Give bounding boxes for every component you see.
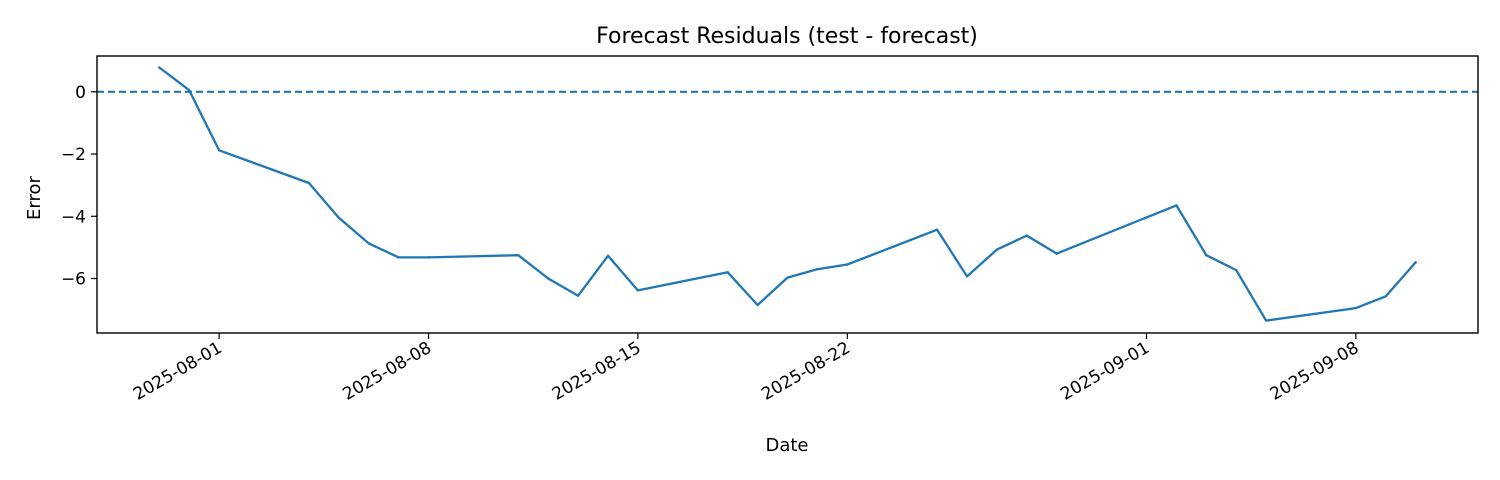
y-axis-label: Error xyxy=(24,175,45,219)
residual-point xyxy=(188,89,191,92)
chart-title: Forecast Residuals (test - forecast) xyxy=(596,24,978,49)
residual-point xyxy=(786,276,789,279)
y-tick-label: −2 xyxy=(61,145,86,165)
residual-point xyxy=(995,248,999,251)
residual-point xyxy=(1025,234,1029,237)
residual-point xyxy=(427,256,430,259)
residual-point xyxy=(217,149,221,152)
residual-point xyxy=(546,277,550,280)
residual-point xyxy=(1205,253,1208,257)
residual-series-line xyxy=(158,66,1417,322)
plot-area xyxy=(97,66,1478,322)
residual-point xyxy=(307,181,311,185)
residual-point xyxy=(756,303,759,307)
x-axis-label: Date xyxy=(765,435,808,456)
y-axis-ticks: 0 −2 −4 −6 xyxy=(61,83,97,290)
residual-point xyxy=(636,289,640,292)
residual-point xyxy=(606,254,610,258)
residual-point xyxy=(158,66,161,69)
residual-point xyxy=(576,294,580,297)
y-tick-label: −4 xyxy=(61,207,86,227)
residual-point xyxy=(1264,319,1268,322)
y-tick-label: 0 xyxy=(75,83,86,103)
residual-point xyxy=(1235,268,1238,272)
residual-point xyxy=(726,271,729,274)
residual-point xyxy=(816,267,819,271)
axes-frame xyxy=(96,55,1479,334)
residual-point xyxy=(1384,295,1387,298)
residual-point xyxy=(367,242,370,245)
residual-point xyxy=(846,263,849,266)
residual-point xyxy=(935,228,939,231)
residual-point xyxy=(965,275,969,278)
residual-point xyxy=(1175,204,1178,207)
residual-point xyxy=(517,253,520,257)
residual-point xyxy=(397,256,400,259)
residual-point xyxy=(1414,261,1417,264)
residual-point xyxy=(337,216,340,220)
y-tick-label: −6 xyxy=(61,270,86,290)
residual-point xyxy=(1354,306,1358,310)
residual-point xyxy=(1055,252,1058,255)
